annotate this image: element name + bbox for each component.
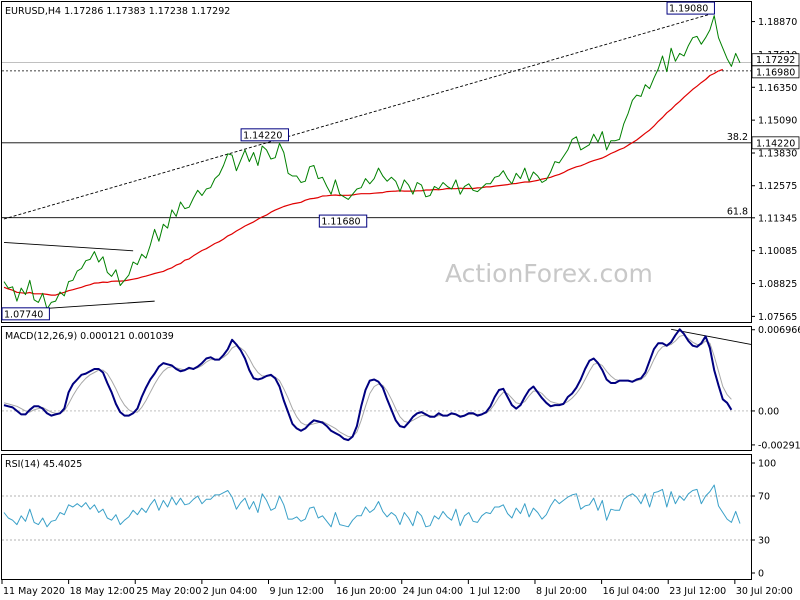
x-tick-label: 23 Jul 12:00: [669, 586, 726, 597]
x-tick-label: 16 Jun 20:00: [336, 586, 396, 597]
fib-price-label: 1.14220: [756, 138, 795, 149]
rsi-label: RSI(14) 45.4025: [5, 459, 82, 470]
rsi-tick-label: 70: [758, 492, 770, 503]
x-tick-label: 30 Jul 20:00: [736, 586, 793, 597]
rsi-plot: [2, 484, 751, 541]
price-tick-label: 1.18870: [758, 17, 797, 28]
price-plot: 38.2 61.8 1.19080 1.14220 1.11680 1.07740: [1, 1, 751, 321]
rsi-tick-label: 100: [758, 459, 776, 470]
price-tick-label: 1.08825: [758, 279, 797, 290]
x-tick-label: 24 Jun 04:00: [403, 586, 463, 597]
price-tick-label: 1.13830: [758, 149, 797, 160]
annotation-label-1.07740: 1.07740: [4, 309, 43, 320]
macd-signal-line: [3, 334, 732, 438]
price-panel-frame: [1, 1, 752, 323]
x-tick-label: 9 Jun 12:00: [269, 586, 323, 597]
annotation-box-1.19080: [666, 1, 715, 15]
price-tick-label: 1.15090: [758, 116, 797, 127]
channel-upper-line: [3, 242, 134, 252]
macd-tick-label: 0.00: [758, 406, 779, 417]
rising-trendline: [3, 13, 710, 220]
macd-trendline: [671, 328, 752, 345]
watermark: ActionForex.com: [445, 259, 653, 288]
x-tick-label: 11 May 2020: [3, 586, 65, 597]
x-tick-label: 18 May 12:00: [70, 586, 135, 597]
macd-panel-frame: [1, 326, 752, 451]
fib-price-label-box: [751, 136, 800, 150]
price-line: [3, 15, 741, 310]
annotation-label-1.14220: 1.14220: [243, 130, 282, 141]
macd-line: [3, 328, 733, 442]
price-tick-label: 1.16350: [758, 83, 797, 94]
annotation-label-1.11680: 1.11680: [321, 217, 360, 228]
price-tick-label: 1.10085: [758, 246, 797, 257]
rsi-tick-label: 0: [758, 569, 764, 580]
fib-label-38.2: 38.2: [727, 132, 748, 143]
annotation-label-1.19080: 1.19080: [669, 4, 708, 15]
x-tick-label: 1 Jul 12:00: [469, 586, 520, 597]
x-tick-label: 8 Jul 20:00: [536, 586, 587, 597]
channel-lower-line: [38, 300, 155, 310]
price-tick-label: 1.07565: [758, 312, 797, 323]
x-tick-label: 2 Jun 04:00: [203, 586, 257, 597]
rsi-panel-frame: [1, 454, 752, 580]
current-price-label: 1.17292: [756, 55, 795, 66]
annotation-box-1.11680: [318, 214, 368, 228]
macd-label: MACD(12,26,9) 0.000121 0.001039: [5, 331, 174, 342]
price-tick-label: 1.12575: [758, 181, 797, 192]
chart-title: EURUSD,H4 1.17286 1.17383 1.17238 1.1729…: [5, 6, 230, 17]
macd-tick-label: 0.006966: [758, 325, 800, 336]
support-price-label-box: [751, 65, 800, 79]
fib-label-61.8: 61.8: [727, 207, 748, 218]
price-tick-label: 1.11345: [758, 213, 797, 224]
axes: 1.188701.176101.163501.150901.138301.125…: [1, 17, 800, 597]
x-tick-label: 16 Jul 04:00: [603, 586, 660, 597]
rsi-tick-label: 30: [758, 536, 770, 547]
x-tick-label: 25 May 20:00: [136, 586, 201, 597]
macd-plot: [2, 328, 752, 442]
rsi-line: [3, 484, 741, 528]
support-price-label: 1.16980: [756, 67, 795, 78]
macd-tick-label: -0.002913: [758, 440, 800, 451]
annotation-box-1.14220: [240, 128, 289, 142]
annotation-box-1.07740: [1, 307, 50, 321]
